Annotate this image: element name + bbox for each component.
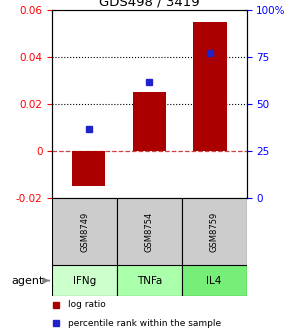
Text: GSM8754: GSM8754 bbox=[145, 212, 154, 252]
Text: log ratio: log ratio bbox=[68, 300, 106, 309]
Bar bbox=[133, 92, 166, 151]
Bar bbox=[52, 198, 117, 265]
Bar bbox=[193, 22, 227, 151]
Bar bbox=[72, 151, 105, 186]
Title: GDS498 / 3419: GDS498 / 3419 bbox=[99, 0, 200, 9]
Text: GSM8749: GSM8749 bbox=[80, 212, 89, 252]
Bar bbox=[182, 198, 246, 265]
Bar bbox=[117, 265, 182, 296]
Text: IFNg: IFNg bbox=[73, 276, 96, 286]
Text: GSM8759: GSM8759 bbox=[210, 212, 219, 252]
Text: TNFa: TNFa bbox=[137, 276, 162, 286]
Text: agent: agent bbox=[11, 276, 44, 286]
Bar bbox=[117, 198, 182, 265]
Text: IL4: IL4 bbox=[206, 276, 222, 286]
Bar bbox=[182, 265, 246, 296]
Text: percentile rank within the sample: percentile rank within the sample bbox=[68, 319, 221, 328]
Bar bbox=[52, 265, 117, 296]
